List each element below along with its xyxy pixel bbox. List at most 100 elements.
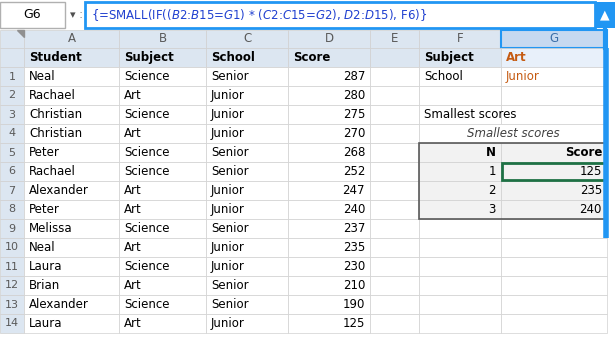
Bar — [24, 143, 119, 162]
Bar — [419, 67, 501, 86]
Text: 237: 237 — [343, 222, 365, 235]
Bar — [501, 219, 607, 238]
Text: Senior: Senior — [211, 165, 248, 178]
Bar — [24, 86, 119, 105]
Bar — [119, 30, 206, 48]
Bar — [85, 2, 595, 28]
Text: Senior: Senior — [211, 146, 248, 159]
Bar — [0, 295, 24, 314]
Text: Smallest scores: Smallest scores — [467, 127, 559, 140]
Text: Alexander: Alexander — [29, 184, 89, 197]
Text: Score: Score — [565, 146, 602, 159]
Bar — [501, 295, 607, 314]
Text: Science: Science — [124, 70, 170, 83]
Text: 7: 7 — [9, 185, 15, 195]
Bar — [206, 105, 288, 124]
Bar — [419, 200, 501, 219]
Text: 13: 13 — [5, 300, 19, 310]
Bar — [288, 200, 370, 219]
Bar — [0, 162, 24, 181]
Bar — [501, 143, 607, 162]
Text: 2: 2 — [9, 90, 15, 100]
Text: Art: Art — [124, 279, 141, 292]
Text: 240: 240 — [579, 203, 602, 216]
Bar — [119, 200, 206, 219]
Bar — [419, 257, 501, 276]
Text: 1: 1 — [488, 165, 496, 178]
Bar — [419, 238, 501, 257]
Text: Junior: Junior — [211, 317, 245, 330]
Text: 252: 252 — [343, 165, 365, 178]
Text: Christian: Christian — [29, 127, 82, 140]
Text: 125: 125 — [579, 165, 602, 178]
Text: 1: 1 — [9, 72, 15, 81]
Bar — [0, 314, 24, 333]
Text: Senior: Senior — [211, 222, 248, 235]
Bar — [119, 219, 206, 238]
Text: G: G — [549, 32, 558, 45]
Text: Junior: Junior — [211, 127, 245, 140]
Text: Christian: Christian — [29, 108, 82, 121]
Bar — [24, 238, 119, 257]
Bar — [370, 48, 419, 67]
Bar — [119, 67, 206, 86]
Text: 12: 12 — [5, 280, 19, 291]
Bar — [0, 124, 24, 143]
Text: :: : — [78, 9, 82, 22]
Bar — [24, 314, 119, 333]
Text: Brian: Brian — [29, 279, 60, 292]
Bar — [119, 48, 206, 67]
Bar — [24, 162, 119, 181]
Text: G6: G6 — [24, 9, 41, 22]
Bar — [370, 124, 419, 143]
Bar — [206, 238, 288, 257]
Text: F: F — [457, 32, 463, 45]
Bar — [288, 219, 370, 238]
Text: Neal: Neal — [29, 70, 55, 83]
Bar — [119, 124, 206, 143]
Bar — [370, 143, 419, 162]
Bar — [288, 30, 370, 48]
Bar — [288, 314, 370, 333]
Text: Score: Score — [293, 51, 330, 64]
Bar — [370, 181, 419, 200]
Text: Peter: Peter — [29, 203, 60, 216]
Text: Smallest scores: Smallest scores — [424, 108, 517, 121]
Bar — [288, 105, 370, 124]
Bar — [24, 67, 119, 86]
Bar — [419, 295, 501, 314]
Bar — [206, 314, 288, 333]
Text: D: D — [325, 32, 333, 45]
Text: 9: 9 — [9, 224, 15, 234]
Bar — [501, 238, 607, 257]
Text: 2: 2 — [488, 184, 496, 197]
Bar — [501, 162, 607, 181]
Text: 6: 6 — [9, 166, 15, 176]
Bar — [119, 257, 206, 276]
Text: Rachael: Rachael — [29, 89, 76, 102]
Bar — [419, 124, 607, 143]
Bar — [419, 86, 501, 105]
Text: Science: Science — [124, 222, 170, 235]
Text: 5: 5 — [9, 148, 15, 158]
Text: 4: 4 — [9, 129, 15, 139]
Bar — [370, 257, 419, 276]
Text: 240: 240 — [343, 203, 365, 216]
Bar — [501, 200, 607, 219]
Text: Art: Art — [124, 241, 141, 254]
Bar — [0, 219, 24, 238]
Bar — [370, 219, 419, 238]
Bar — [24, 105, 119, 124]
Bar — [370, 162, 419, 181]
Text: 230: 230 — [343, 260, 365, 273]
Text: Laura: Laura — [29, 317, 63, 330]
Bar — [119, 276, 206, 295]
Bar — [0, 30, 24, 48]
Bar — [370, 67, 419, 86]
Text: {=SMALL(IF(($B$2:$B$15=$G$1) * ($C$2:$C$15=$G$2), $D$2:$D$15), F6)}: {=SMALL(IF(($B$2:$B$15=$G$1) * ($C$2:$C$… — [91, 7, 427, 23]
Text: Neal: Neal — [29, 241, 55, 254]
Bar — [501, 86, 607, 105]
Text: Melissa: Melissa — [29, 222, 73, 235]
Bar — [0, 257, 24, 276]
Text: 275: 275 — [343, 108, 365, 121]
